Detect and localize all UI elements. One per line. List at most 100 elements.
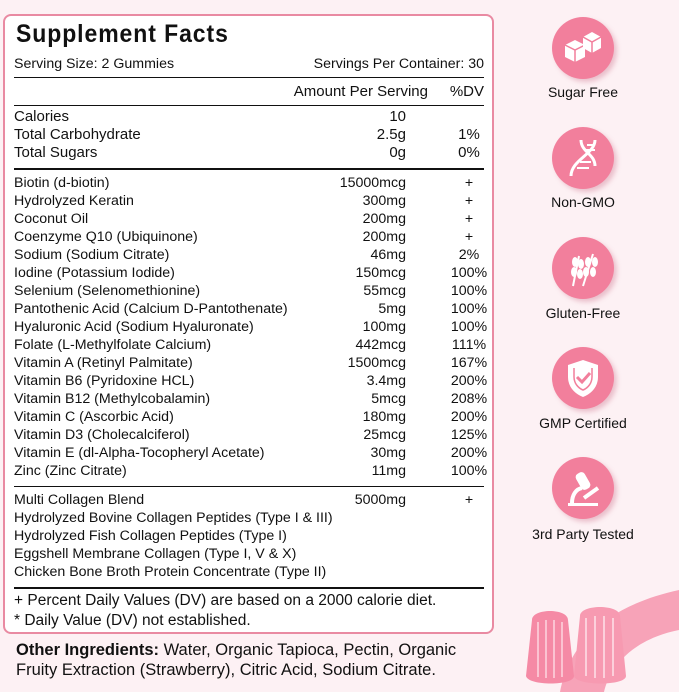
nutrient-row: Sodium (Sodium Citrate) 46mg 2% <box>14 246 484 264</box>
nutrient-name: Pantothenic Acid (Calcium D-Pantothenate… <box>14 301 288 317</box>
thick-divider <box>14 587 484 589</box>
other-ingredients-label: Other Ingredients: <box>16 641 160 659</box>
nutrient-dv: 100% <box>450 463 488 479</box>
nutrient-name: Hydrolyzed Bovine Collagen Peptides (Typ… <box>14 510 333 526</box>
nutrient-amount: 5mg <box>378 301 406 317</box>
nutrient-name: Iodine (Potassium Iodide) <box>14 265 175 281</box>
nutrient-name: Vitamin A (Retinyl Palmitate) <box>14 355 193 371</box>
nutrient-amount: 442mcg <box>355 337 406 353</box>
nutrient-amount: 5mcg <box>371 391 406 407</box>
nutrient-amount: 3.4mg <box>366 373 406 389</box>
nutrient-amount: 150mcg <box>355 265 406 281</box>
nutrient-row: Selenium (Selenomethionine) 55mcg 100% <box>14 282 487 300</box>
nutrient-row: Vitamin A (Retinyl Palmitate) 1500mcg 167% <box>14 354 487 372</box>
supplement-facts-panel <box>3 14 494 634</box>
nutrient-row: Eggshell Membrane Collagen (Type I, V & … <box>14 545 484 563</box>
sugar-cubes-icon <box>564 32 602 62</box>
nutrient-row: Total Carbohydrate 2.5g 1% <box>14 126 484 144</box>
nutrient-name: Vitamin B12 (Methylcobalamin) <box>14 391 211 407</box>
nutrient-amount: 30mg <box>370 445 407 461</box>
nutrient-name: Coenzyme Q10 (Ubiquinone) <box>14 229 198 245</box>
gummy <box>526 611 574 684</box>
amount-header: Amount Per Serving <box>293 83 428 100</box>
nutrient-dv: 100% <box>450 265 488 281</box>
nutrient-name: Hydrolyzed Keratin <box>14 193 134 209</box>
nutrient-dv: 2% <box>458 247 480 263</box>
gummy <box>574 607 626 684</box>
nutrient-amount: 2.5g <box>376 126 406 143</box>
nutrient-dv: 200% <box>450 409 488 425</box>
nutrient-name: Calories <box>14 108 70 125</box>
nutrient-name: Coconut Oil <box>14 211 89 227</box>
serving-size: Serving Size: 2 Gummies <box>14 56 175 72</box>
nutrient-row: Vitamin E (dl-Alpha-Tocopheryl Acetate) 3… <box>14 444 487 462</box>
nutrient-name: Hyaluronic Acid (Sodium Hyaluronate) <box>14 319 254 335</box>
nutrient-name: Sodium (Sodium Citrate) <box>14 247 170 263</box>
nutrient-name: Vitamin D3 (Cholecalciferol) <box>14 427 190 443</box>
nutrient-dv: 100% <box>450 283 488 299</box>
nutrient-dv: 200% <box>450 445 488 461</box>
nutrient-row: Total Sugars 0g 0% <box>14 144 484 162</box>
nutrient-amount: 300mg <box>362 193 406 209</box>
nutrient-name: Total Carbohydrate <box>14 126 141 143</box>
nutrient-row: Vitamin B12 (Methylcobalamin) 5mcg 208% <box>14 390 487 408</box>
nutrient-dv: 100% <box>450 319 488 335</box>
nutrient-name: Vitamin B6 (Pyridoxine HCL) <box>14 373 195 389</box>
nutrient-dv: 0% <box>458 144 480 161</box>
nutrient-amount: 5000mg <box>354 492 406 508</box>
nutrient-dv: 111% <box>451 337 487 353</box>
nutrient-name: Selenium (Selenomethionine) <box>14 283 201 299</box>
panel-title: Supplement Facts <box>16 20 229 48</box>
badge-non-gmo <box>552 127 614 189</box>
nutrient-amount: 0g <box>389 144 406 161</box>
nutrient-row: Multi Collagen Blend 5000mg + <box>14 491 484 509</box>
nutrient-row: Calories 10 <box>14 108 484 126</box>
nutrient-dv: 200% <box>450 373 488 389</box>
nutrient-row: Vitamin C (Ascorbic Acid) 180mg 200% <box>14 408 487 426</box>
badge-label: 3rd Party Tested <box>532 526 634 542</box>
nutrient-amount: 15000mcg <box>339 175 406 191</box>
other-ingredients-text: Water, Organic Tapioca, Pectin, Organic … <box>16 641 457 679</box>
nutrient-row: Hydrolyzed Fish Collagen Peptides (Type … <box>14 527 484 545</box>
badge-label: GMP Certified <box>539 415 627 431</box>
badge-label: Non-GMO <box>551 194 615 210</box>
nutrient-row: Biotin (d-biotin) 15000mcg + <box>14 174 484 192</box>
nutrient-name: Biotin (d-biotin) <box>14 175 110 191</box>
divider <box>14 486 484 487</box>
nutrient-name: Eggshell Membrane Collagen (Type I, V & … <box>14 546 297 562</box>
nutrient-row: Chicken Bone Broth Protein Concentrate (… <box>14 563 484 581</box>
nutrient-row: Hyaluronic Acid (Sodium Hyaluronate) 100m… <box>14 318 487 336</box>
badge-label: Gluten-Free <box>545 305 621 321</box>
servings-per-container: Servings Per Container: 30 <box>313 56 484 72</box>
footnote-dv: + Percent Daily Values (DV) are based on… <box>14 592 437 609</box>
gummies-image <box>526 590 679 692</box>
badge-3rd-party-tested <box>552 457 614 519</box>
dv-header: %DV <box>449 83 484 100</box>
nutrient-dv: 100% <box>450 301 488 317</box>
badge-sugar-free <box>552 17 614 79</box>
column-header: Amount Per Serving %DV <box>14 83 484 101</box>
nutrient-row: Zinc (Zinc Citrate) 11mg 100% <box>14 462 487 480</box>
nutrient-amount: 55mcg <box>363 283 406 299</box>
nutrient-row: Vitamin D3 (Cholecalciferol) 25mcg 125% <box>14 426 487 444</box>
nutrient-amount: 11mg <box>371 463 406 479</box>
nutrient-name: Chicken Bone Broth Protein Concentrate (… <box>14 564 327 580</box>
divider <box>14 77 484 78</box>
nutrient-name: Vitamin E (dl-Alpha-Tocopheryl Acetate) <box>14 445 265 461</box>
nutrient-dv: + <box>464 492 474 508</box>
nutrient-amount: 10 <box>389 108 406 125</box>
shield-check-icon <box>568 360 598 397</box>
serving-row: Serving Size: 2 Gummies Servings Per Con… <box>14 55 484 73</box>
nutrient-amount: 200mg <box>362 211 406 227</box>
nutrient-name: Folate (L-Methylfolate Calcium) <box>14 337 212 353</box>
nutrient-dv: 1% <box>458 126 480 143</box>
nutrient-name: Hydrolyzed Fish Collagen Peptides (Type … <box>14 528 287 544</box>
nutrient-dv: + <box>464 229 474 245</box>
nutrient-dv: 208% <box>450 391 488 407</box>
nutrient-dv: + <box>464 193 474 209</box>
nutrient-name: Total Sugars <box>14 144 98 161</box>
nutrient-dv: 125% <box>450 427 488 443</box>
nutrient-amount: 180mg <box>362 409 406 425</box>
nutrient-row: Coenzyme Q10 (Ubiquinone) 200mg + <box>14 228 484 246</box>
nutrient-name: Vitamin C (Ascorbic Acid) <box>14 409 174 425</box>
